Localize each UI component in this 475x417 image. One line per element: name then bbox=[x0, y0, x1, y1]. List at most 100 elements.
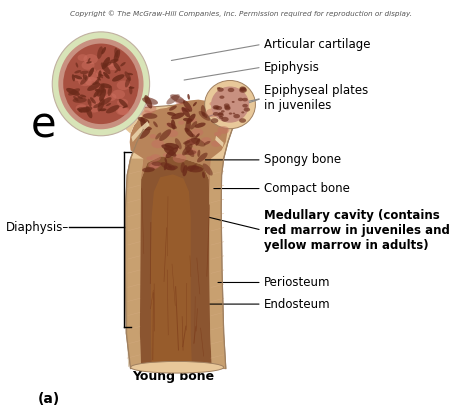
Ellipse shape bbox=[143, 105, 156, 113]
Ellipse shape bbox=[167, 130, 178, 137]
Ellipse shape bbox=[82, 61, 95, 70]
Ellipse shape bbox=[129, 86, 133, 95]
Ellipse shape bbox=[148, 161, 160, 169]
Ellipse shape bbox=[86, 61, 92, 64]
Ellipse shape bbox=[100, 83, 112, 88]
Ellipse shape bbox=[239, 88, 247, 93]
Ellipse shape bbox=[175, 138, 182, 149]
Ellipse shape bbox=[164, 158, 167, 163]
Ellipse shape bbox=[72, 74, 75, 81]
Ellipse shape bbox=[166, 123, 173, 127]
Ellipse shape bbox=[162, 144, 174, 151]
Ellipse shape bbox=[85, 77, 98, 86]
Ellipse shape bbox=[99, 88, 106, 101]
Ellipse shape bbox=[106, 105, 119, 113]
Ellipse shape bbox=[185, 119, 191, 132]
Ellipse shape bbox=[190, 121, 197, 130]
Ellipse shape bbox=[112, 90, 125, 99]
Ellipse shape bbox=[117, 80, 130, 90]
Ellipse shape bbox=[186, 138, 195, 144]
Text: Young bone: Young bone bbox=[132, 370, 214, 383]
Ellipse shape bbox=[80, 71, 89, 74]
Ellipse shape bbox=[107, 62, 119, 70]
Ellipse shape bbox=[197, 150, 200, 157]
Ellipse shape bbox=[144, 95, 152, 108]
Ellipse shape bbox=[239, 118, 246, 123]
Ellipse shape bbox=[205, 80, 256, 129]
Ellipse shape bbox=[213, 112, 219, 116]
Ellipse shape bbox=[152, 162, 162, 166]
Ellipse shape bbox=[88, 58, 90, 62]
Text: (a): (a) bbox=[38, 392, 60, 406]
Ellipse shape bbox=[241, 111, 245, 113]
Ellipse shape bbox=[98, 70, 102, 79]
Ellipse shape bbox=[202, 112, 208, 118]
Ellipse shape bbox=[214, 132, 221, 137]
Ellipse shape bbox=[232, 101, 235, 103]
Ellipse shape bbox=[229, 113, 232, 115]
Ellipse shape bbox=[138, 117, 150, 123]
Ellipse shape bbox=[97, 84, 104, 97]
Ellipse shape bbox=[204, 141, 210, 145]
Ellipse shape bbox=[225, 106, 230, 111]
Ellipse shape bbox=[191, 128, 203, 136]
Ellipse shape bbox=[221, 110, 225, 113]
Ellipse shape bbox=[155, 133, 162, 139]
Ellipse shape bbox=[93, 103, 102, 108]
Polygon shape bbox=[130, 100, 228, 208]
Ellipse shape bbox=[125, 77, 130, 88]
Text: Compact bone: Compact bone bbox=[264, 182, 350, 195]
Ellipse shape bbox=[123, 106, 127, 108]
Polygon shape bbox=[125, 100, 241, 369]
Ellipse shape bbox=[193, 102, 197, 106]
Ellipse shape bbox=[140, 117, 147, 131]
Ellipse shape bbox=[183, 140, 190, 144]
Ellipse shape bbox=[240, 87, 247, 92]
Ellipse shape bbox=[190, 141, 196, 145]
Ellipse shape bbox=[114, 50, 120, 62]
Ellipse shape bbox=[155, 162, 162, 166]
Ellipse shape bbox=[58, 38, 143, 129]
Ellipse shape bbox=[201, 105, 206, 116]
Ellipse shape bbox=[190, 164, 197, 171]
Ellipse shape bbox=[216, 108, 223, 113]
Ellipse shape bbox=[112, 74, 124, 82]
Ellipse shape bbox=[196, 133, 200, 138]
Ellipse shape bbox=[103, 62, 112, 67]
Ellipse shape bbox=[233, 114, 240, 118]
Ellipse shape bbox=[76, 63, 78, 68]
Text: Periosteum: Periosteum bbox=[264, 276, 331, 289]
Ellipse shape bbox=[99, 74, 103, 78]
Polygon shape bbox=[140, 156, 212, 369]
Text: Medullary cavity (contains
red marrow in juveniles and
yellow marrow in adults): Medullary cavity (contains red marrow in… bbox=[264, 208, 450, 251]
Ellipse shape bbox=[114, 70, 118, 73]
Ellipse shape bbox=[183, 118, 192, 122]
Polygon shape bbox=[125, 158, 143, 369]
Ellipse shape bbox=[106, 60, 115, 66]
Ellipse shape bbox=[187, 166, 203, 172]
Ellipse shape bbox=[167, 123, 177, 129]
Ellipse shape bbox=[167, 163, 172, 168]
Ellipse shape bbox=[143, 113, 157, 119]
Ellipse shape bbox=[180, 162, 185, 173]
Ellipse shape bbox=[150, 163, 158, 168]
Polygon shape bbox=[215, 136, 224, 147]
Ellipse shape bbox=[74, 75, 81, 81]
Ellipse shape bbox=[170, 94, 185, 103]
Ellipse shape bbox=[166, 94, 180, 105]
Ellipse shape bbox=[78, 77, 92, 86]
Ellipse shape bbox=[97, 98, 104, 111]
Ellipse shape bbox=[101, 47, 106, 54]
Ellipse shape bbox=[106, 103, 111, 106]
Ellipse shape bbox=[96, 69, 105, 76]
Ellipse shape bbox=[127, 73, 133, 75]
Ellipse shape bbox=[166, 147, 178, 158]
Ellipse shape bbox=[242, 104, 248, 108]
Ellipse shape bbox=[97, 77, 101, 80]
Ellipse shape bbox=[99, 74, 104, 76]
Ellipse shape bbox=[187, 165, 200, 170]
Ellipse shape bbox=[202, 171, 205, 178]
Ellipse shape bbox=[178, 121, 185, 125]
Ellipse shape bbox=[167, 112, 176, 116]
Ellipse shape bbox=[173, 154, 186, 163]
